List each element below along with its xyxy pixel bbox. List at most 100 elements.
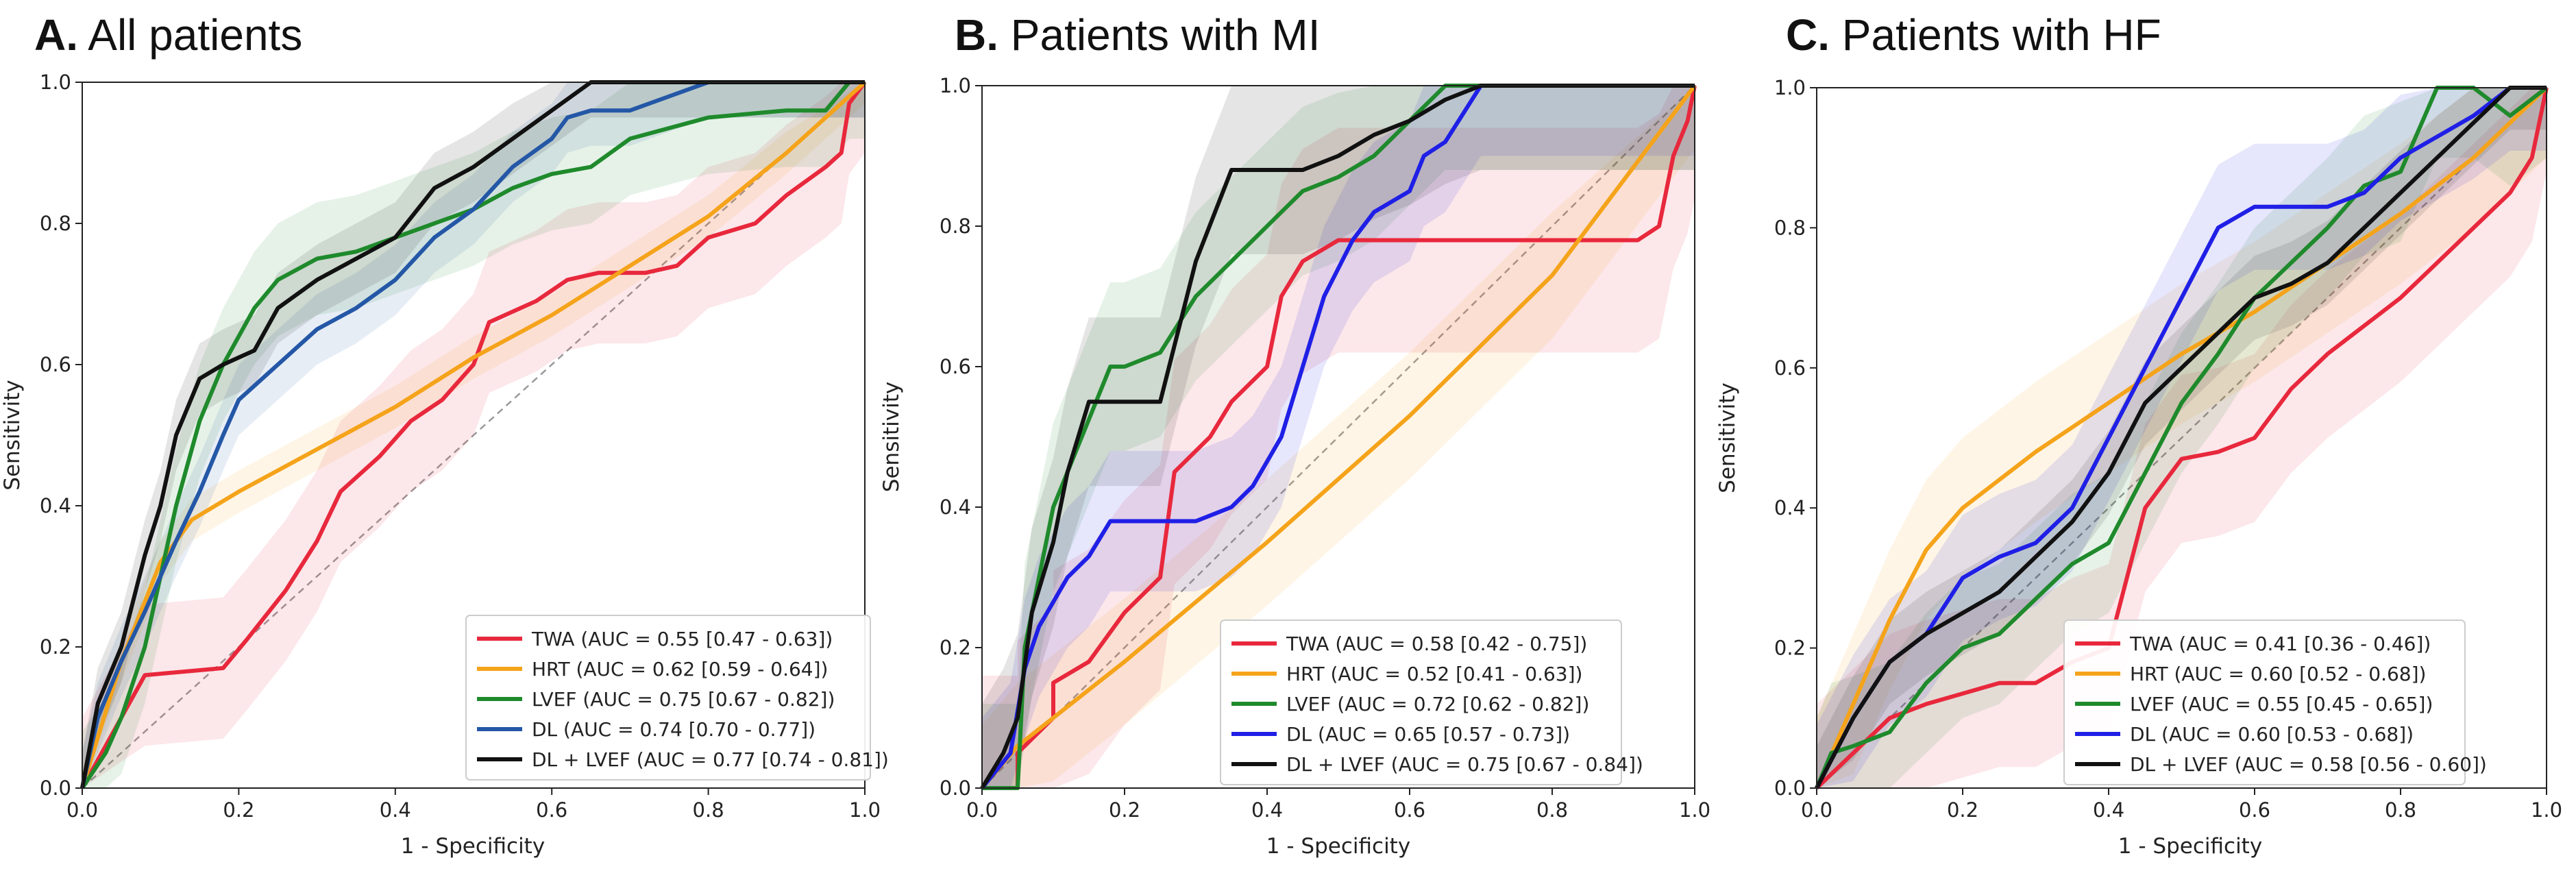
- panel-b: B. Patients with MI 0.0 0.2 0.4 0.6 0.8 1.0 0.…: [859, 0, 1717, 871]
- y-axis-label: Sensitivity: [0, 380, 25, 490]
- legend-entry-label: DL + LVEF (AUC = 0.58 [0.56 - 0.60]): [2130, 753, 2487, 776]
- y-tick-label: 0.0: [40, 776, 71, 800]
- roc-curve-dl: [80, 80, 865, 789]
- legend-entry-label: HRT (AUC = 0.62 [0.59 - 0.64]): [532, 658, 828, 680]
- x-tick-label: 0.6: [2239, 798, 2270, 822]
- confidence-band-dl: [1817, 88, 2547, 788]
- confidence-band-dl: [982, 86, 1695, 788]
- confidence-band-dl-lvef: [1817, 88, 2547, 788]
- panel-title-text: Patients with MI: [1010, 10, 1321, 60]
- y-tick-label: 0.4: [40, 494, 71, 517]
- x-tick-label: 0.4: [2093, 798, 2124, 822]
- confidence-band-hrt: [82, 82, 865, 788]
- legend-entry-label: LVEF (AUC = 0.55 [0.45 - 0.65]): [2130, 693, 2433, 715]
- x-tick-label: 0.2: [1947, 798, 1978, 822]
- panel-letter: B.: [955, 10, 998, 60]
- x-axis-label: 1 - Specificity: [1266, 834, 1410, 859]
- x-tick-label: 0.6: [536, 798, 567, 822]
- roc-curve-hrt: [980, 84, 1697, 789]
- x-tick-label: 0.0: [966, 798, 998, 822]
- roc-curve-twa: [1815, 87, 2549, 790]
- roc-curve-twa: [982, 85, 1697, 790]
- x-tick-label: 0.2: [1109, 798, 1140, 822]
- y-tick-label: 0.8: [940, 214, 971, 238]
- x-tick-label: 0.0: [1801, 798, 1832, 822]
- roc-curve-dl-lvef: [80, 80, 865, 789]
- panel-a: A. All patients 0.0 0.2 0.4 0.6 0.8 1.0 0.0 0.2…: [0, 0, 889, 871]
- y-tick-label: 0.0: [1774, 776, 1806, 800]
- legend-entry-label: DL (AUC = 0.60 [0.53 - 0.68]): [2130, 723, 2414, 746]
- roc-curve-lvef: [982, 84, 1695, 790]
- panel-title-text: Patients with HF: [1841, 10, 2161, 60]
- y-tick-label: 1.0: [1774, 76, 1806, 99]
- panel-c: C. Patients with HF 0.0 0.2 0.4 0.6 0.8 1.0 0.…: [1715, 0, 2576, 871]
- legend-box: [465, 615, 871, 781]
- y-tick-label: 1.0: [940, 74, 971, 97]
- y-tick-label: 0.4: [1774, 496, 1806, 519]
- y-axis-label: Sensitivity: [879, 382, 904, 492]
- legend-entry-label: HRT (AUC = 0.52 [0.41 - 0.63]): [1286, 663, 1582, 685]
- roc-curve-lvef: [80, 80, 865, 789]
- roc-chart-all-patients: 0.0 0.2 0.4 0.6 0.8 1.0 0.0 0.2 0.4 0.6 0.8 1.0 1 - …: [0, 71, 889, 859]
- confidence-band-dl: [82, 82, 865, 788]
- roc-curve-twa: [80, 81, 867, 789]
- roc-curve-dl-lvef: [1815, 86, 2547, 789]
- panel-letter: C.: [1786, 10, 1830, 60]
- x-tick-label: 1.0: [849, 798, 881, 822]
- confidence-band-hrt: [982, 86, 1695, 788]
- legend-entry-label: TWA (AUC = 0.41 [0.36 - 0.46]): [2129, 633, 2431, 655]
- y-tick-label: 0.0: [940, 776, 971, 800]
- x-tick-label: 1.0: [1679, 798, 1710, 822]
- legend-entry-label: HRT (AUC = 0.60 [0.52 - 0.68]): [2130, 663, 2426, 685]
- panel-title: B. Patients with MI: [955, 10, 1321, 60]
- chance-diagonal-line: [981, 85, 1695, 789]
- roc-curve-dl: [1815, 86, 2547, 789]
- x-tick-label: 0.4: [1251, 798, 1283, 822]
- legend-box: [1220, 619, 1622, 785]
- roc-curve-hrt: [1815, 86, 2549, 789]
- x-tick-label: 1.0: [2531, 798, 2562, 822]
- confidence-band-dl-lvef: [982, 86, 1695, 788]
- legend-entry-label: DL (AUC = 0.74 [0.70 - 0.77]): [532, 718, 815, 741]
- legend-box: [2063, 619, 2466, 785]
- panel-title-text: All patients: [88, 10, 303, 60]
- y-tick-label: 0.4: [940, 495, 971, 519]
- roc-chart-hf: 0.0 0.2 0.4 0.6 0.8 1.0 0.0 0.2 0.4 0.6 0.8 1.0 1 - …: [1715, 76, 2562, 859]
- y-tick-label: 0.8: [1774, 216, 1806, 239]
- confidence-band-twa: [982, 86, 1695, 788]
- confidence-band-lvef: [1817, 88, 2547, 788]
- legend-entry-label: LVEF (AUC = 0.72 [0.62 - 0.82]): [1286, 693, 1589, 715]
- plot-frame: [82, 82, 866, 789]
- panel-title: A. All patients: [34, 10, 302, 60]
- legend-entry-label: DL (AUC = 0.65 [0.57 - 0.73]): [1286, 723, 1570, 746]
- panel-title: C. Patients with HF: [1786, 10, 2161, 60]
- x-tick-label: 0.4: [380, 798, 411, 822]
- x-tick-label: 0.8: [2385, 798, 2416, 822]
- roc-chart-mi: 0.0 0.2 0.4 0.6 0.8 1.0 0.0 0.2 0.4 0.6 0.8 1.0 1 - …: [879, 74, 1710, 859]
- roc-curve-dl: [980, 84, 1695, 789]
- confidence-band-hrt: [1817, 88, 2547, 788]
- y-axis-label: Sensitivity: [1715, 382, 1740, 493]
- y-tick-label: 0.6: [1774, 356, 1806, 380]
- y-tick-label: 1.0: [40, 71, 71, 94]
- confidence-band-lvef: [982, 86, 1695, 788]
- x-tick-label: 0.0: [66, 798, 98, 822]
- plot-frame: [981, 85, 1695, 789]
- x-tick-label: 0.6: [1394, 798, 1425, 822]
- y-tick-label: 0.2: [40, 635, 71, 659]
- y-tick-label: 0.6: [940, 355, 971, 378]
- legend-entry-label: DL + LVEF (AUC = 0.75 [0.67 - 0.84]): [1286, 753, 1643, 776]
- y-tick-label: 0.2: [940, 636, 971, 659]
- confidence-band-twa: [82, 82, 865, 788]
- x-axis-label: 1 - Specificity: [401, 834, 545, 859]
- x-tick-label: 0.2: [223, 798, 254, 822]
- x-axis-label: 1 - Specificity: [2118, 834, 2262, 859]
- x-tick-label: 0.8: [693, 798, 724, 822]
- y-tick-label: 0.6: [40, 353, 71, 376]
- legend-entry-label: LVEF (AUC = 0.75 [0.67 - 0.82]): [532, 688, 835, 711]
- legend-entry-label: TWA (AUC = 0.58 [0.42 - 0.75]): [1286, 633, 1587, 655]
- y-tick-label: 0.2: [1774, 637, 1806, 660]
- plot-frame: [1816, 87, 2547, 789]
- roc-curve-dl-lvef: [980, 84, 1695, 789]
- panel-letter: A.: [34, 10, 78, 60]
